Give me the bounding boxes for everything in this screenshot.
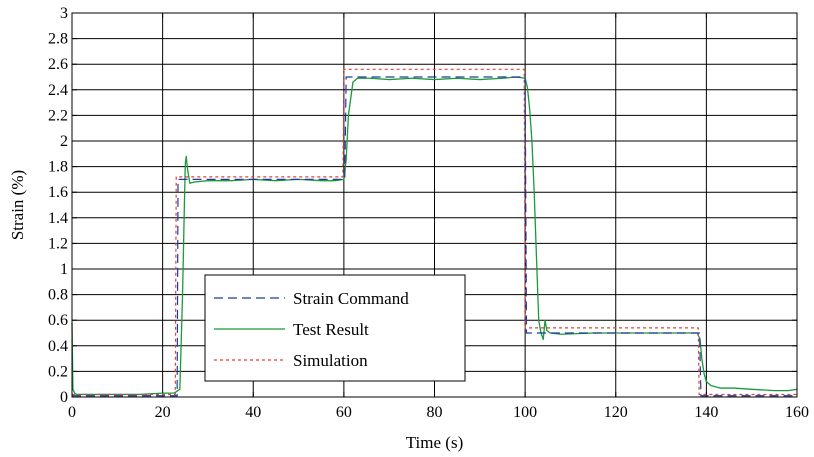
plot-frame	[71, 12, 798, 398]
x-tick-label-4: 80	[427, 404, 443, 421]
x-tick-label-8: 160	[785, 404, 809, 421]
y-axis-title: Strain (%)	[8, 170, 27, 240]
y-tick-label-1: 0.2	[48, 363, 68, 380]
x-axis-title: Time (s)	[406, 433, 463, 452]
y-tick-label-3: 0.6	[48, 312, 68, 329]
y-tick-label-7: 1.4	[48, 210, 68, 227]
legend-label-test-result: Test Result	[293, 320, 369, 339]
y-tick-label-15: 3	[60, 5, 68, 22]
legend-label-simulation: Simulation	[293, 351, 368, 370]
x-tick-label-0: 0	[68, 404, 76, 421]
x-tick-label-5: 100	[513, 404, 537, 421]
y-tick-label-2: 0.4	[48, 338, 68, 355]
legend-box	[204, 274, 466, 382]
y-tick-label-13: 2.6	[48, 56, 68, 73]
series-lines	[71, 68, 798, 397]
legend-label-strain-command: Strain Command	[293, 289, 409, 308]
series-line-strain-command	[72, 76, 797, 397]
x-tick-label-3: 60	[336, 404, 352, 421]
y-tick-label-9: 1.8	[48, 159, 68, 176]
x-tick-labels: 0 20 40 60 80 100 120 140 160	[68, 404, 809, 421]
y-tick-label-12: 2.4	[48, 82, 68, 99]
y-tick-label-0: 0	[60, 389, 68, 406]
x-tick-label-6: 120	[604, 404, 628, 421]
x-tick-label-7: 140	[694, 404, 718, 421]
y-tick-label-10: 2	[60, 133, 68, 150]
y-tick-label-11: 2.2	[48, 107, 68, 124]
series-line-simulation	[72, 68, 797, 396]
y-tick-labels: 0 0.2 0.4 0.6 0.8 1 1.2 1.4 1.6 1.8 2 2.2 2.4 2.6 2.8 3	[48, 5, 68, 406]
x-tick-label-1: 20	[155, 404, 171, 421]
y-tick-label-5: 1	[60, 261, 68, 278]
y-tick-label-6: 1.2	[48, 235, 68, 252]
y-tick-label-4: 0.8	[48, 287, 68, 304]
legend: Strain Command Test Result Simulation	[204, 274, 466, 382]
grid	[72, 13, 797, 397]
y-tick-label-8: 1.6	[48, 184, 68, 201]
x-tick-label-2: 40	[245, 404, 261, 421]
y-tick-label-14: 2.8	[48, 31, 68, 48]
